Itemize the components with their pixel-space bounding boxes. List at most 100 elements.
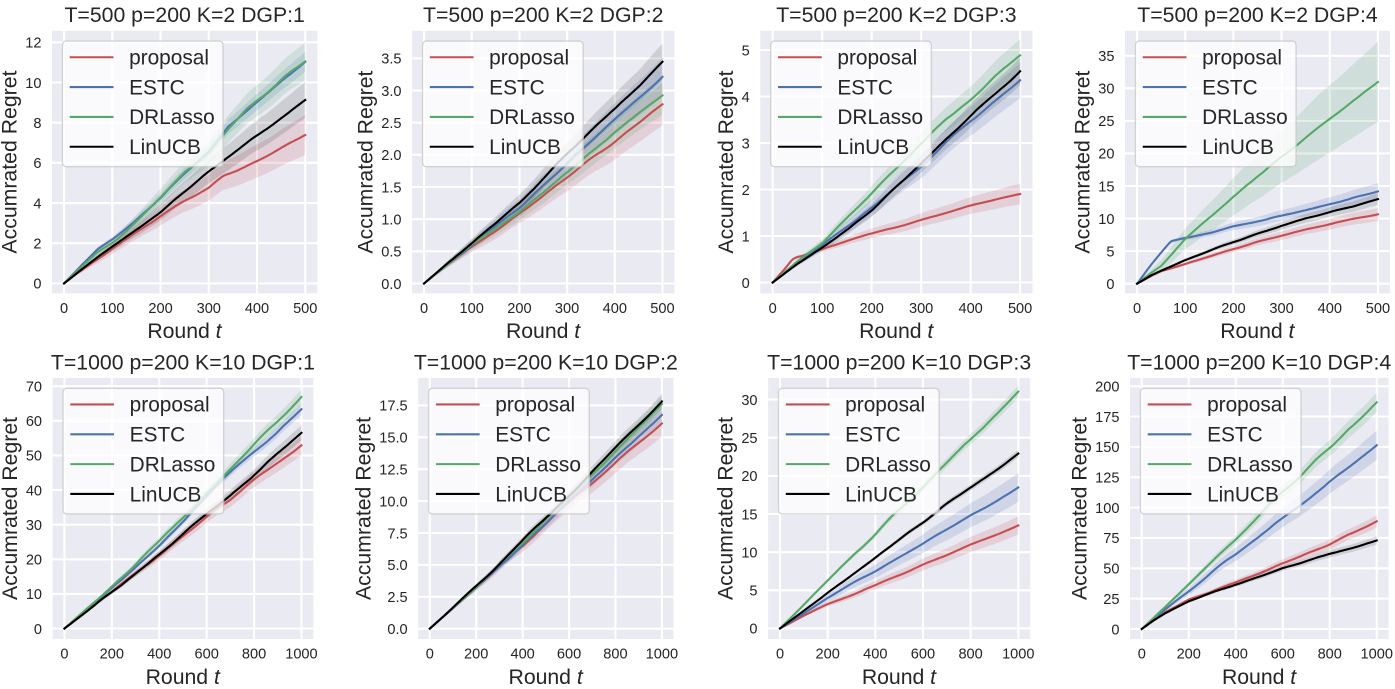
svg-text:DRLasso: DRLasso [837,106,923,129]
svg-text:100: 100 [460,301,484,317]
svg-text:1.0: 1.0 [381,212,401,228]
svg-text:0: 0 [1106,277,1114,293]
svg-text:R o u n: R o u n d t [146,664,221,689]
svg-text:200: 200 [816,647,840,663]
svg-text:LinUCB: LinUCB [1207,483,1279,506]
svg-text:DRLasso: DRLasso [1207,453,1293,476]
svg-text:400: 400 [603,301,627,317]
svg-text:2.0: 2.0 [381,148,401,164]
svg-text:25: 25 [1098,114,1114,130]
svg-text:100: 100 [1173,301,1197,317]
svg-text:ESTC: ESTC [495,424,551,447]
svg-text:200: 200 [464,647,488,663]
svg-text:Accumrated Regret: Accumrated Regret [0,70,22,253]
svg-text:600: 600 [194,647,218,663]
svg-text:75: 75 [1103,531,1119,547]
svg-text:0: 0 [33,277,41,293]
svg-text:5: 5 [742,43,750,59]
svg-text:10: 10 [1098,212,1114,228]
svg-text:proposal: proposal [489,47,569,70]
svg-text:400: 400 [958,301,982,317]
svg-text:10: 10 [741,545,757,561]
svg-text:proposal: proposal [495,394,575,417]
svg-text:0: 0 [1111,622,1119,638]
svg-text:5.0: 5.0 [387,558,407,574]
svg-text:500: 500 [650,301,674,317]
svg-text:70: 70 [26,379,42,395]
svg-text:400: 400 [1224,647,1248,663]
svg-text:100: 100 [1095,501,1119,517]
svg-text:0: 0 [34,622,42,638]
svg-text:400: 400 [147,647,171,663]
svg-text:proposal: proposal [1207,394,1287,417]
svg-text:DRLasso: DRLasso [845,453,931,476]
svg-text:30: 30 [741,393,757,409]
svg-text:T=1000 p=200 K=10 DGP:3: T=1000 p=200 K=10 DGP:3 [767,350,1031,374]
svg-text:2: 2 [742,183,750,199]
svg-text:600: 600 [911,647,935,663]
svg-text:Accumrated Regret: Accumrated Regret [352,417,376,600]
svg-text:600: 600 [557,647,581,663]
svg-text:ESTC: ESTC [845,424,901,447]
svg-text:1: 1 [742,229,750,245]
svg-text:1000: 1000 [1361,647,1393,663]
svg-text:1000: 1000 [1002,647,1034,663]
svg-text:5: 5 [1106,244,1114,260]
svg-text:15: 15 [1098,179,1114,195]
svg-text:0: 0 [420,301,428,317]
svg-text:R o u n: R o u n d t [862,664,937,689]
svg-text:ESTC: ESTC [1202,76,1258,99]
svg-text:500: 500 [293,301,317,317]
svg-text:10: 10 [26,587,42,603]
svg-text:15: 15 [741,507,757,523]
svg-text:3: 3 [742,136,750,152]
svg-text:DRLasso: DRLasso [1202,106,1288,129]
svg-text:0: 0 [749,622,757,638]
svg-text:600: 600 [1271,647,1295,663]
svg-text:200: 200 [507,301,531,317]
svg-text:0.0: 0.0 [387,622,407,638]
svg-text:800: 800 [603,647,627,663]
svg-text:Accumrated Regret: Accumrated Regret [714,417,738,600]
svg-text:15.0: 15.0 [379,431,407,447]
svg-text:12.5: 12.5 [379,463,407,479]
svg-text:0: 0 [776,647,784,663]
svg-text:DRLasso: DRLasso [495,453,581,476]
svg-text:proposal: proposal [129,47,209,70]
svg-text:0: 0 [769,301,777,317]
svg-text:Accumrated Regret: Accumrated Regret [354,70,378,253]
svg-text:500: 500 [1008,301,1032,317]
svg-text:0: 0 [1133,301,1141,317]
svg-text:R o u n: R o u n d t [1220,318,1295,343]
svg-text:1.5: 1.5 [381,180,401,196]
svg-text:DRLasso: DRLasso [489,106,575,129]
svg-text:2.5: 2.5 [381,116,401,132]
svg-text:800: 800 [242,647,266,663]
svg-text:300: 300 [909,301,933,317]
svg-text:400: 400 [1318,301,1342,317]
svg-text:200: 200 [859,301,883,317]
svg-text:T=1000 p=200 K=10 DGP:4: T=1000 p=200 K=10 DGP:4 [1127,350,1391,374]
svg-text:proposal: proposal [130,394,210,417]
svg-text:proposal: proposal [845,394,925,417]
svg-text:Accumrated Regret: Accumrated Regret [1071,70,1095,253]
svg-text:LinUCB: LinUCB [489,136,561,159]
svg-text:T=1000 p=200 K=10 DGP:1: T=1000 p=200 K=10 DGP:1 [51,350,315,374]
svg-text:LinUCB: LinUCB [495,483,567,506]
svg-text:12: 12 [25,36,41,52]
svg-text:T=500 p=200 K=2 DGP:3: T=500 p=200 K=2 DGP:3 [776,3,1016,27]
svg-text:3.0: 3.0 [381,84,401,100]
svg-text:25: 25 [1103,592,1119,608]
svg-text:LinUCB: LinUCB [1202,136,1274,159]
svg-text:R o u n: R o u n d t [506,318,581,343]
svg-text:DRLasso: DRLasso [129,106,215,129]
svg-text:R o u n: R o u n d t [509,664,584,689]
svg-text:30: 30 [26,518,42,534]
svg-text:ESTC: ESTC [837,76,893,99]
svg-text:10.0: 10.0 [379,494,407,510]
svg-text:25: 25 [741,431,757,447]
svg-text:0: 0 [1138,647,1146,663]
svg-text:8: 8 [33,116,41,132]
svg-text:800: 800 [1318,647,1342,663]
svg-text:0: 0 [426,647,434,663]
